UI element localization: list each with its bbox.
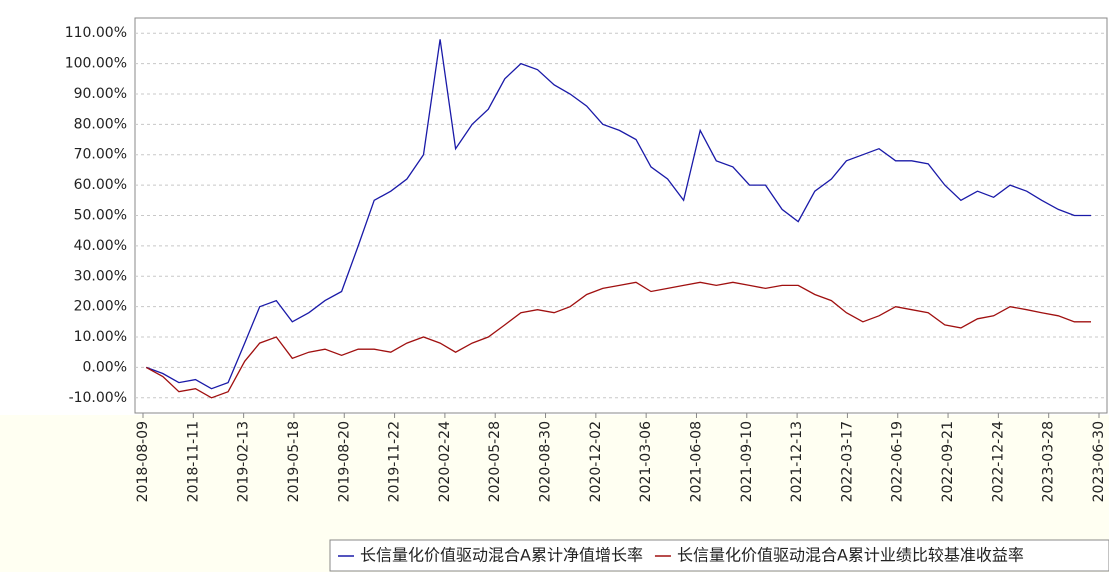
y-tick-label: -10.00% [69, 390, 127, 406]
x-tick-label: 2021-12-13 [789, 421, 805, 502]
y-tick-label: 30.00% [74, 268, 127, 284]
x-tick-label: 2020-08-30 [538, 421, 554, 502]
x-tick-label: 2019-11-22 [387, 421, 403, 502]
legend-label: 长信量化价值驱动混合A累计净值增长率 [360, 546, 643, 565]
x-tick-label: 2019-02-13 [236, 421, 252, 502]
y-tick-label: 20.00% [74, 299, 127, 315]
x-tick-label: 2018-11-11 [185, 421, 201, 502]
x-tick-label: 2018-08-09 [135, 421, 151, 502]
y-tick-label: 70.00% [74, 147, 127, 163]
x-tick-label: 2019-05-18 [286, 421, 302, 502]
y-tick-label: 10.00% [74, 329, 127, 345]
y-tick-label: 100.00% [65, 56, 127, 72]
x-tick-label: 2022-06-19 [890, 421, 906, 502]
y-tick-label: 0.00% [83, 359, 127, 375]
x-tick-label: 2021-06-08 [688, 421, 704, 502]
x-tick-label: 2021-03-06 [638, 421, 654, 502]
y-tick-label: 110.00% [65, 25, 127, 41]
x-tick-label: 2020-05-28 [487, 421, 503, 502]
x-tick-label: 2022-03-17 [839, 421, 855, 502]
x-tick-label: 2022-12-24 [990, 421, 1006, 502]
x-tick-label: 2022-09-21 [940, 421, 956, 502]
y-tick-label: 40.00% [74, 238, 127, 254]
x-tick-label: 2020-02-24 [437, 421, 453, 502]
x-tick-label: 2023-03-28 [1041, 421, 1057, 502]
legend-label: 长信量化价值驱动混合A累计业绩比较基准收益率 [677, 546, 1024, 565]
x-tick-label: 2023-06-30 [1091, 421, 1107, 502]
y-tick-label: 80.00% [74, 116, 127, 132]
y-tick-label: 50.00% [74, 208, 127, 224]
x-tick-label: 2020-12-02 [588, 421, 604, 502]
x-tick-label: 2019-08-20 [336, 421, 352, 502]
y-tick-label: 60.00% [74, 177, 127, 193]
x-tick-label: 2021-09-10 [739, 421, 755, 502]
y-tick-label: 90.00% [74, 86, 127, 102]
chart: -10.00% 0.00% 10.00% 20.00% 30.00% 40.00% 50.0… [0, 0, 1109, 572]
